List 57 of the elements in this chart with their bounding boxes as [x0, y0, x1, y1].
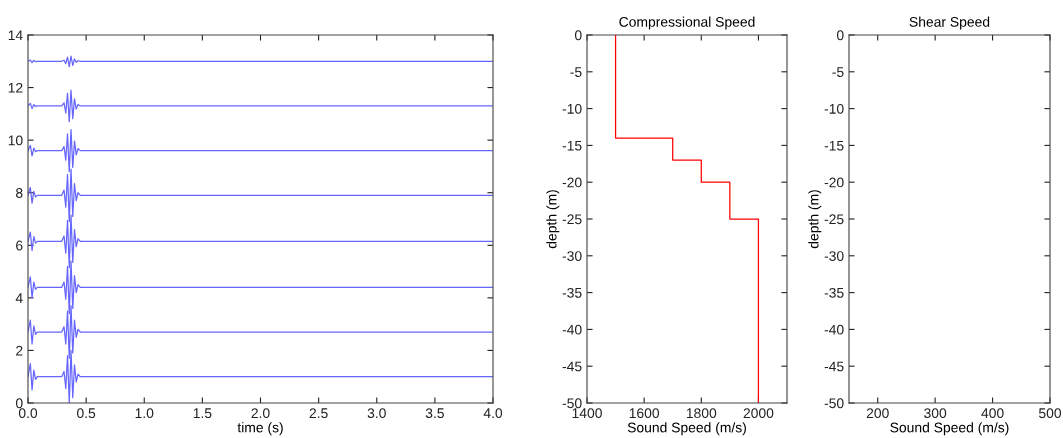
y-tick-label: 0	[574, 30, 582, 41]
x-tick-label: 500	[1038, 408, 1062, 419]
x-tick-label: 3.5	[425, 408, 444, 419]
y-tick-label: -15	[562, 140, 582, 151]
y-tick-label: -10	[824, 103, 844, 114]
x-tick-label: 3.0	[367, 408, 386, 419]
chart-title: Shear Speed	[909, 16, 990, 30]
y-tick-label: -40	[562, 324, 582, 335]
y-tick-label: 4	[15, 293, 23, 303]
x-tick-label: 1600	[629, 408, 660, 419]
y-tick-label: 8	[16, 188, 23, 198]
y-tick-label: -10	[562, 103, 582, 114]
y-tick-label: -20	[824, 177, 844, 188]
x-tick-label: 1800	[686, 408, 717, 419]
x-tick-label: 4.0	[483, 408, 503, 419]
x-axis-title: Sound Speed (m/s)	[627, 422, 746, 436]
line-series	[28, 55, 493, 68]
x-tick-label: 1.0	[135, 408, 154, 419]
y-tick-label: -30	[824, 251, 844, 261]
y-axis-title: depth (m)	[808, 190, 822, 249]
y-tick-label: -5	[570, 67, 582, 77]
y-tick-label: -45	[562, 361, 582, 372]
y-tick-label: -25	[824, 214, 844, 225]
y-axis-title: depth (m)	[546, 190, 560, 249]
x-tick-label: 2000	[743, 408, 774, 419]
x-tick-label: 400	[981, 408, 1004, 419]
y-tick-label: 6	[16, 240, 23, 251]
y-tick-label: -50	[824, 398, 844, 409]
y-tick-label: -45	[824, 361, 844, 372]
y-tick-label: -35	[562, 287, 582, 298]
x-axis-title: time (s)	[237, 422, 283, 436]
x-tick-label: 2.5	[309, 408, 328, 419]
y-tick-label: -20	[562, 177, 582, 188]
chart-title: Compressional Speed	[619, 16, 755, 30]
x-tick-label: 0.0	[18, 408, 38, 419]
x-tick-label: 200	[866, 408, 889, 419]
line-series	[614, 35, 760, 403]
y-tick-label: 10	[8, 135, 23, 146]
y-tick-label: -30	[562, 251, 582, 261]
x-tick-label: 1.5	[193, 408, 212, 419]
x-tick-label: 0.5	[77, 408, 96, 419]
y-tick-label: -35	[824, 287, 844, 298]
line-series	[28, 89, 493, 123]
y-tick-label: 0	[15, 398, 23, 409]
y-tick-label: 0	[836, 30, 844, 41]
y-tick-label: -25	[562, 214, 582, 225]
y-tick-label: -15	[824, 140, 844, 151]
x-tick-label: 2.0	[251, 408, 270, 419]
x-tick-label: 300	[924, 408, 947, 419]
y-tick-label: 12	[8, 82, 23, 93]
x-tick-label: 1400	[572, 408, 602, 419]
y-tick-label: -5	[832, 67, 844, 77]
y-tick-label: 14	[8, 30, 23, 41]
y-tick-label: -50	[562, 398, 582, 409]
y-tick-label: 2	[16, 345, 23, 356]
y-tick-label: -40	[824, 324, 844, 335]
x-axis-title: Sound Speed (m/s)	[890, 422, 1009, 436]
